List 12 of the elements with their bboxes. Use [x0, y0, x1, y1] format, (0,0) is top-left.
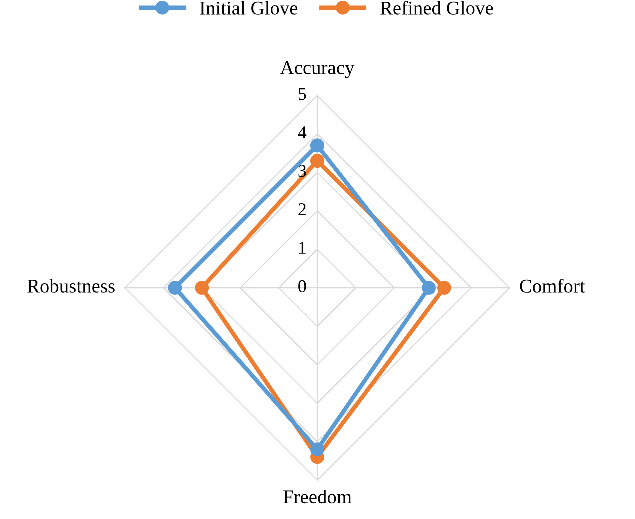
y-tick-label: 5	[298, 88, 306, 100]
y-tick-label: 1	[299, 242, 306, 254]
spoke-label: Accuracy	[280, 61, 355, 78]
spoke-label: Robustness	[28, 279, 115, 293]
y-tick-label: 4	[298, 126, 307, 139]
legend-label: Initial Glove	[200, 1, 298, 15]
y-tick-label: 0	[298, 280, 306, 293]
legend-label: Refined Glove	[380, 1, 494, 15]
y-tick-label: 2	[298, 204, 306, 216]
spoke-label: Freedom	[284, 490, 352, 504]
spoke-label: Comfort	[520, 279, 586, 293]
y-tick-label: 3	[298, 165, 306, 178]
